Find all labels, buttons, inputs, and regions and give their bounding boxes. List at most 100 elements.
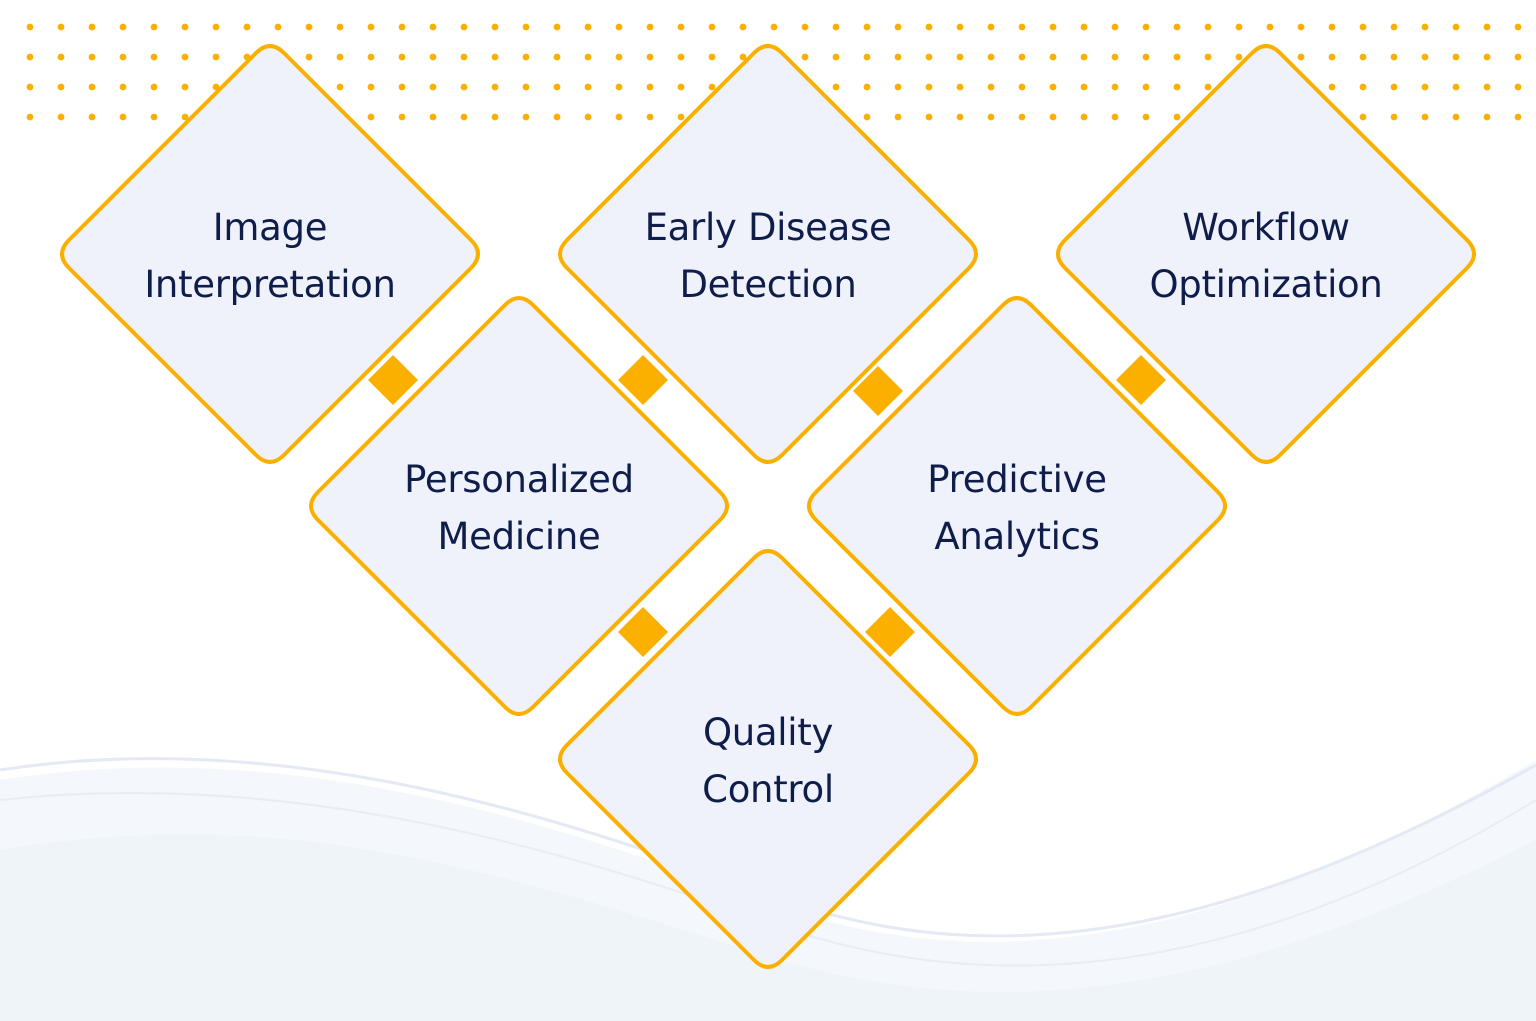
dot	[1452, 83, 1460, 91]
dot	[1452, 113, 1460, 121]
dot	[1452, 53, 1460, 61]
dot	[181, 83, 189, 91]
label-line-2: Control	[702, 768, 834, 811]
diamond-early-disease-detection	[558, 44, 978, 464]
dot	[522, 53, 530, 61]
dot	[615, 113, 623, 121]
dot	[584, 113, 592, 121]
dot	[677, 23, 685, 31]
dot	[1421, 83, 1429, 91]
label-line-2: Interpretation	[144, 263, 396, 306]
dot	[987, 83, 995, 91]
dot	[212, 53, 220, 61]
dot	[863, 113, 871, 121]
dot	[1359, 53, 1367, 61]
dot	[1173, 113, 1181, 121]
label-line-1: Quality	[702, 711, 834, 754]
dot	[584, 53, 592, 61]
dot	[26, 113, 34, 121]
dot	[1390, 53, 1398, 61]
dot	[925, 53, 933, 61]
dot	[615, 53, 623, 61]
dot	[646, 83, 654, 91]
dot	[1173, 83, 1181, 91]
dot	[150, 53, 158, 61]
diamond-image-interpretation	[60, 44, 480, 464]
dot	[522, 83, 530, 91]
dot	[243, 23, 251, 31]
connector-square	[865, 607, 915, 657]
dot	[646, 113, 654, 121]
dot	[150, 23, 158, 31]
dot	[1483, 23, 1491, 31]
dot	[429, 113, 437, 121]
dot	[150, 113, 158, 121]
connector-square	[1116, 355, 1166, 405]
dot	[57, 53, 65, 61]
dot	[26, 23, 34, 31]
connectors	[368, 355, 1166, 657]
dot	[832, 53, 840, 61]
dot	[615, 23, 623, 31]
dot	[1483, 53, 1491, 61]
dot	[1359, 113, 1367, 121]
dot	[88, 53, 96, 61]
label-line-2: Analytics	[934, 515, 1100, 558]
dot	[615, 83, 623, 91]
dot	[398, 23, 406, 31]
dot	[1514, 83, 1522, 91]
dot	[1266, 23, 1274, 31]
dot	[708, 53, 716, 61]
dot	[1142, 83, 1150, 91]
dot	[88, 113, 96, 121]
diamond-quality-control	[558, 549, 978, 969]
dot	[181, 113, 189, 121]
dot	[894, 113, 902, 121]
dot	[584, 83, 592, 91]
dot	[212, 23, 220, 31]
dot	[1204, 83, 1212, 91]
wave-shape-2	[0, 834, 1536, 1021]
dot	[956, 83, 964, 91]
dot	[429, 23, 437, 31]
dot	[677, 53, 685, 61]
dot	[1111, 23, 1119, 31]
label-workflow-optimization: Workflow Optimization	[1096, 199, 1436, 313]
dot	[57, 23, 65, 31]
dot	[1204, 53, 1212, 61]
dot	[553, 83, 561, 91]
dot	[1514, 113, 1522, 121]
dot	[1328, 53, 1336, 61]
dot	[522, 113, 530, 121]
dot	[491, 83, 499, 91]
dot	[987, 53, 995, 61]
dot	[1204, 23, 1212, 31]
dot	[1080, 83, 1088, 91]
dot	[119, 83, 127, 91]
dot	[1421, 53, 1429, 61]
dot	[1235, 53, 1243, 61]
dot	[460, 113, 468, 121]
label-line-1: Early Disease	[644, 206, 892, 249]
dot	[1421, 113, 1429, 121]
dot	[553, 113, 561, 121]
dot	[1359, 23, 1367, 31]
dot	[398, 113, 406, 121]
dot	[1049, 113, 1057, 121]
dot	[553, 23, 561, 31]
label-line-1: Personalized	[404, 458, 634, 501]
dot	[1421, 23, 1429, 31]
dot	[336, 23, 344, 31]
label-line-2: Detection	[679, 263, 857, 306]
dot	[1080, 113, 1088, 121]
dot	[739, 53, 747, 61]
diamonds	[60, 44, 1476, 969]
dot	[925, 23, 933, 31]
dot	[57, 83, 65, 91]
diamond-workflow-optimization	[1056, 44, 1476, 464]
dot	[460, 23, 468, 31]
dot	[522, 23, 530, 31]
dot	[1173, 23, 1181, 31]
dot	[1452, 23, 1460, 31]
dot	[1018, 83, 1026, 91]
